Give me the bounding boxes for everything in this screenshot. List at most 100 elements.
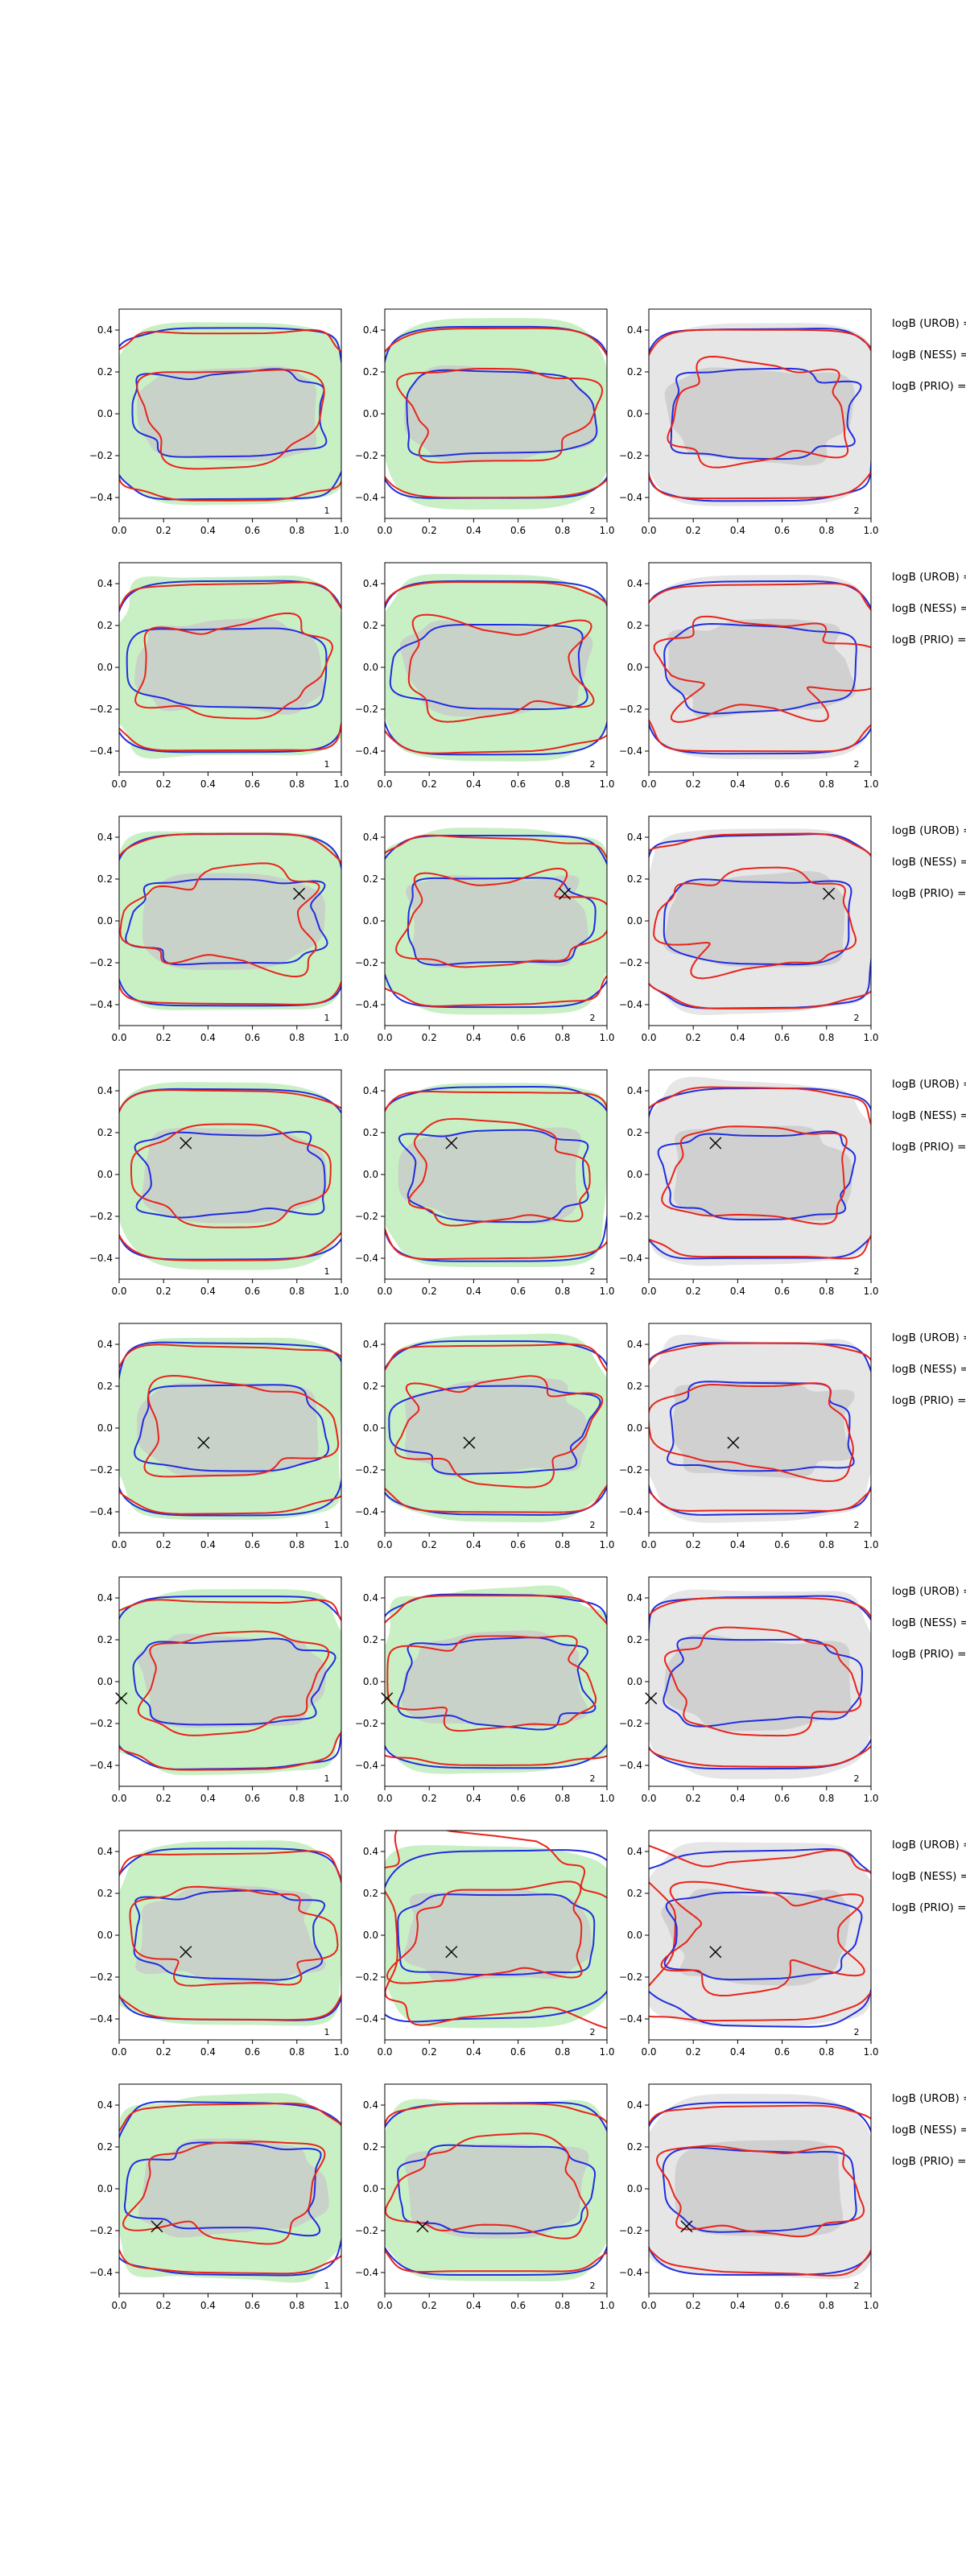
x-tick-label: 0.8 bbox=[289, 1539, 304, 1550]
x-tick-label: 0.4 bbox=[200, 1286, 216, 1297]
panel-r1-c2: 0.0 0.2 0.4 0.6 0.8 1.0 0.4 0.2 0.0 −0.2 −0.4 2 bbox=[355, 308, 615, 536]
inner-red-contour bbox=[653, 615, 871, 723]
panel-plot-area bbox=[385, 828, 607, 1015]
y-tick-label: −0.4 bbox=[89, 999, 113, 1010]
x-tick-label: 0.4 bbox=[200, 778, 216, 790]
inner-red-contour bbox=[656, 2145, 865, 2238]
x-tick-label: 0.0 bbox=[641, 1032, 656, 1043]
y-tick-label: 0.4 bbox=[97, 2099, 113, 2111]
x-tick-label: 0.0 bbox=[641, 1539, 656, 1550]
panel-corner-label: 1 bbox=[324, 506, 330, 516]
x-tick-label: 0.2 bbox=[686, 1539, 701, 1550]
y-tick-label: 0.2 bbox=[363, 2141, 378, 2153]
inner-blue-contour bbox=[396, 2144, 597, 2235]
x-marker bbox=[151, 2220, 163, 2233]
outer-red-contour bbox=[119, 2102, 341, 2275]
panel-plot-area bbox=[649, 828, 871, 1016]
inner-red-contour bbox=[136, 369, 325, 470]
x-tick-label: 1.0 bbox=[599, 1793, 614, 1804]
panel-corner-label: 2 bbox=[854, 2281, 860, 2291]
inner-blue-contour bbox=[132, 1637, 336, 1726]
x-tick-label: 0.8 bbox=[555, 778, 570, 790]
logb-label: logB (UROB) = bbox=[892, 1839, 966, 1852]
inner-red-contour bbox=[143, 1374, 340, 1478]
inner-density-fill bbox=[134, 617, 324, 715]
y-tick-label: 0.4 bbox=[363, 324, 378, 336]
inner-density-fill bbox=[404, 365, 597, 463]
panel-r5-c1: 0.0 0.2 0.4 0.6 0.8 1.0 0.4 0.2 0.0 −0.2 −0.4 1 bbox=[89, 1323, 349, 1550]
x-tick-label: 0.2 bbox=[422, 1286, 437, 1297]
panel-r3-c3: 0.0 0.2 0.4 0.6 0.8 1.0 0.4 0.2 0.0 −0.2 −0.4 2 bbox=[619, 815, 879, 1043]
x-marker bbox=[115, 1692, 128, 1705]
x-tick-label: 0.6 bbox=[245, 2300, 260, 2311]
inner-density-fill bbox=[403, 1888, 592, 1984]
inner-density-fill bbox=[664, 1634, 851, 1732]
x-tick-label: 0.2 bbox=[686, 778, 701, 790]
x-tick-label: 1.0 bbox=[333, 525, 349, 536]
outer-blue-contour bbox=[649, 1847, 871, 2028]
outer-blue-contour bbox=[119, 1088, 341, 1261]
panel-r8-c1: 0.0 0.2 0.4 0.6 0.8 1.0 0.4 0.2 0.0 −0.2 −0.4 1 bbox=[89, 2083, 349, 2311]
x-tick-label: 0.2 bbox=[422, 1539, 437, 1550]
x-tick-label: 1.0 bbox=[863, 2046, 878, 2058]
inner-density-fill bbox=[404, 1378, 588, 1477]
y-tick-label: 0.2 bbox=[97, 366, 113, 378]
panel-r8-c3: 0.0 0.2 0.4 0.6 0.8 1.0 0.4 0.2 0.0 −0.2 −0.4 2 bbox=[619, 2083, 879, 2311]
y-tick-label: −0.4 bbox=[619, 1253, 642, 1264]
logb-label: logB (NESS) = bbox=[892, 1870, 966, 1883]
y-tick-label: 0.0 bbox=[627, 1676, 642, 1687]
inner-red-contour bbox=[386, 1880, 583, 1984]
panel-plot-area bbox=[119, 322, 341, 506]
y-tick-label: 0.4 bbox=[97, 324, 113, 336]
x-tick-label: 0.6 bbox=[245, 525, 260, 536]
inner-blue-contour bbox=[407, 877, 597, 966]
y-tick-label: −0.2 bbox=[355, 2225, 378, 2236]
x-tick-label: 1.0 bbox=[599, 778, 614, 790]
y-tick-label: 0.2 bbox=[627, 620, 642, 631]
x-tick-label: 0.4 bbox=[466, 2300, 481, 2311]
x-tick-label: 0.4 bbox=[730, 525, 745, 536]
x-marker bbox=[445, 1137, 458, 1150]
inner-red-contour bbox=[660, 1880, 865, 1997]
outer-red-contour bbox=[649, 328, 871, 500]
x-tick-label: 0.4 bbox=[200, 525, 216, 536]
panel-corner-label: 1 bbox=[324, 2027, 330, 2037]
x-marker bbox=[823, 887, 836, 900]
y-tick-label: −0.4 bbox=[355, 1506, 378, 1517]
logb-label: logB (UROB) = bbox=[892, 317, 966, 330]
x-tick-label: 0.8 bbox=[289, 2300, 304, 2311]
y-tick-label: 0.2 bbox=[97, 1888, 113, 1899]
y-tick-label: 0.0 bbox=[363, 2183, 378, 2194]
x-tick-label: 0.4 bbox=[466, 1286, 481, 1297]
inner-density-fill bbox=[405, 874, 588, 968]
inner-blue-contour bbox=[397, 1637, 597, 1731]
inner-red-contour bbox=[395, 867, 607, 968]
x-tick-label: 0.2 bbox=[156, 1286, 171, 1297]
inner-red-contour bbox=[119, 862, 320, 978]
x-tick-label: 0.4 bbox=[200, 1539, 216, 1550]
y-tick-label: 0.0 bbox=[627, 408, 642, 419]
panel-r6-c3: 0.0 0.2 0.4 0.6 0.8 1.0 0.4 0.2 0.0 −0.2 −0.4 2 bbox=[619, 1576, 879, 1804]
inner-blue-contour bbox=[406, 369, 598, 457]
outer-red-contour bbox=[649, 582, 871, 753]
x-marker bbox=[709, 1946, 722, 1959]
y-tick-label: 0.0 bbox=[627, 1930, 642, 1941]
x-tick-label: 0.8 bbox=[819, 1032, 834, 1043]
y-tick-label: −0.4 bbox=[355, 1253, 378, 1264]
y-tick-label: 0.2 bbox=[627, 1381, 642, 1392]
y-tick-label: 0.2 bbox=[363, 1127, 378, 1138]
panel-corner-label: 1 bbox=[324, 2281, 330, 2291]
x-tick-label: 0.4 bbox=[200, 2300, 216, 2311]
logb-label: logB (NESS) = bbox=[892, 349, 966, 361]
x-tick-label: 0.4 bbox=[730, 1539, 745, 1550]
y-tick-label: −0.2 bbox=[355, 1971, 378, 1983]
panel-corner-label: 1 bbox=[324, 759, 330, 770]
inner-density-fill bbox=[667, 618, 857, 719]
panel-plot-area bbox=[649, 1589, 871, 1780]
y-tick-label: 0.2 bbox=[627, 1888, 642, 1899]
y-tick-label: 0.0 bbox=[97, 1169, 113, 1180]
inner-blue-contour bbox=[131, 368, 328, 458]
y-tick-label: −0.4 bbox=[89, 1506, 113, 1517]
panel-corner-label: 2 bbox=[590, 1013, 596, 1023]
outer-blue-contour bbox=[649, 1087, 871, 1260]
